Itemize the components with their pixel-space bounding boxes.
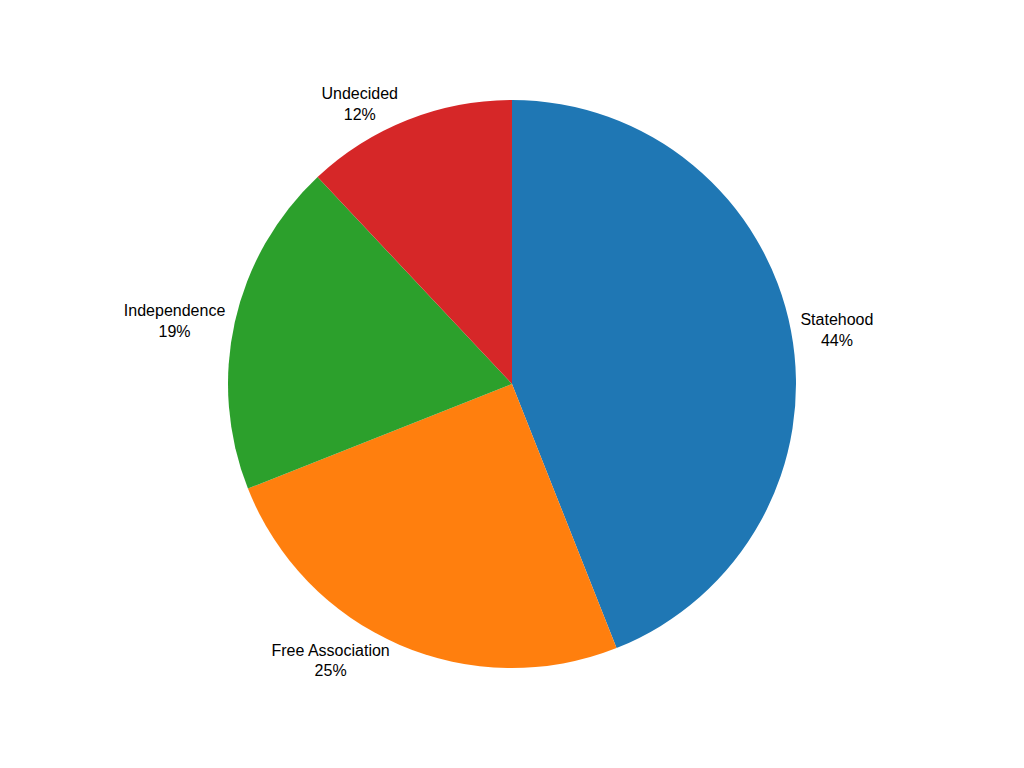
svg-text:Free Association25%: Free Association25% xyxy=(271,642,389,680)
svg-text:Independence19%: Independence19% xyxy=(124,302,226,340)
svg-text:Statehood44%: Statehood44% xyxy=(800,311,873,349)
svg-text:Undecided12%: Undecided12% xyxy=(322,85,399,123)
